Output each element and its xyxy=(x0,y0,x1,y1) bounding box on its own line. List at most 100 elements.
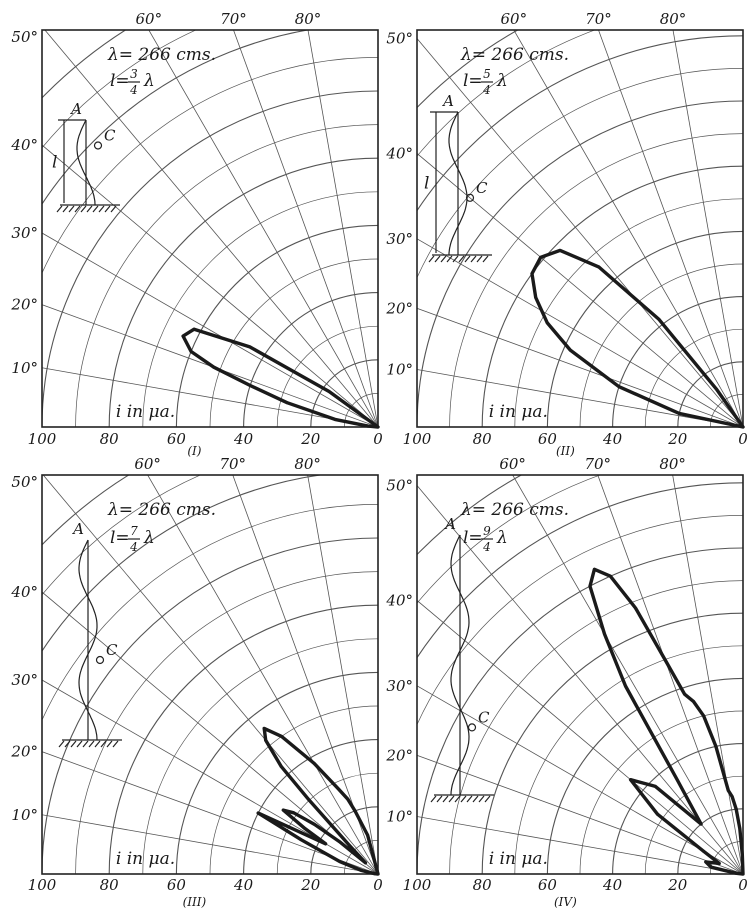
grid-arc xyxy=(175,671,378,874)
angle-tick-label: 60° xyxy=(500,10,527,28)
data-point xyxy=(726,789,730,792)
antenna-diagram: A Cl xyxy=(52,100,120,213)
data-point xyxy=(692,700,695,703)
ground-hatch xyxy=(62,205,69,213)
radial-tick-label: 80 xyxy=(473,430,493,448)
length-prefix: l= xyxy=(110,71,130,91)
antenna-diagram: A Cl xyxy=(424,92,492,263)
ground-hatch xyxy=(110,205,117,213)
radial-tick-label: 100 xyxy=(28,430,57,448)
angle-tick-label: 10° xyxy=(11,359,38,377)
data-point xyxy=(248,384,252,387)
point-c-marker xyxy=(467,723,477,732)
antenna-top-label: A xyxy=(443,515,456,533)
point-c-marker xyxy=(95,655,105,665)
point-c-label: C xyxy=(104,127,116,145)
grid-ray xyxy=(417,816,743,874)
data-point xyxy=(657,317,661,321)
grid-arc xyxy=(42,30,311,206)
angle-tick-label: 40° xyxy=(385,591,413,609)
angle-tick-label: 40° xyxy=(10,583,38,601)
length-dimension-label: l xyxy=(52,153,57,173)
angle-tick-label: 30° xyxy=(11,671,38,689)
data-point xyxy=(281,808,285,812)
angle-tick-label: 80° xyxy=(659,455,686,473)
grid-ray xyxy=(42,591,378,874)
data-point xyxy=(338,860,342,863)
angle-tick-label: 50° xyxy=(11,473,38,491)
data-point xyxy=(338,840,341,843)
radial-axis-label: i in μa. xyxy=(489,402,548,422)
grid-arc xyxy=(108,157,378,427)
current-wave xyxy=(76,119,96,205)
data-point xyxy=(545,321,549,325)
radial-axis-label: i in μa. xyxy=(116,402,175,422)
data-point xyxy=(730,795,734,798)
data-point xyxy=(617,385,621,389)
grid-arc xyxy=(417,547,743,874)
data-point xyxy=(333,418,337,421)
radial-axis-label: i in μa. xyxy=(489,849,548,869)
grid-ray xyxy=(147,475,378,874)
data-point xyxy=(189,350,193,353)
grid-ray xyxy=(417,307,743,427)
point-c-marker xyxy=(465,193,475,202)
grid-arc xyxy=(209,258,378,427)
data-point xyxy=(280,735,283,738)
data-point xyxy=(629,778,632,782)
ground-hatch xyxy=(446,255,453,263)
data-point xyxy=(366,833,369,837)
wavelength-annotation: λ= 266 cms. xyxy=(107,500,216,520)
grid-arc xyxy=(209,705,378,874)
ground-hatch xyxy=(70,740,77,748)
radial-tick-label: 100 xyxy=(28,876,57,894)
grid-arc xyxy=(449,133,743,427)
grid-ray xyxy=(512,475,743,874)
ground-hatch xyxy=(448,795,455,803)
angle-tick-label: 60° xyxy=(499,455,526,473)
grid-ray xyxy=(42,144,378,427)
grid-ray xyxy=(232,475,378,874)
ground-hatch xyxy=(458,255,465,263)
data-point xyxy=(360,869,363,872)
grid-ray xyxy=(233,30,378,427)
lambda-symbol: λ xyxy=(143,71,155,91)
fraction-denominator: 4 xyxy=(129,83,138,97)
grid-arc xyxy=(677,808,743,874)
grid-arc xyxy=(417,35,743,212)
length-annotation: l= 5 4 λ xyxy=(463,67,508,97)
fraction-numerator: 9 xyxy=(483,524,491,538)
grid-arc xyxy=(108,604,378,874)
ground-hatch xyxy=(104,205,111,213)
grid-arc xyxy=(481,165,743,427)
grid-ray xyxy=(42,751,378,874)
lambda-symbol: λ xyxy=(143,528,155,548)
panel-caption: (II) xyxy=(556,444,575,458)
data-point xyxy=(353,809,357,813)
data-point xyxy=(313,823,316,826)
wavelength-annotation: λ= 266 cms. xyxy=(460,45,569,65)
ground-hatch xyxy=(442,795,449,803)
grid-arc xyxy=(514,645,743,874)
grid-arc xyxy=(75,124,378,427)
grid-arc xyxy=(612,296,743,427)
antenna-diagram: AC xyxy=(58,520,122,748)
grid-ray xyxy=(42,304,378,427)
grid-arc xyxy=(142,191,378,427)
grid-ray xyxy=(513,30,743,427)
data-point xyxy=(307,798,311,802)
angle-tick-label: 60° xyxy=(135,10,162,28)
grid-ray xyxy=(417,599,743,874)
ground-hatch xyxy=(56,205,63,213)
grid-ray xyxy=(417,152,743,427)
point-c-label: C xyxy=(478,708,490,726)
data-point xyxy=(568,348,572,352)
wavelength-annotation: λ= 266 cms. xyxy=(460,500,569,520)
ground-hatch xyxy=(92,205,99,213)
data-point xyxy=(366,424,370,428)
data-point xyxy=(740,853,744,856)
radial-tick-label: 100 xyxy=(403,430,432,448)
data-point xyxy=(715,388,719,391)
grid-arc xyxy=(417,475,523,556)
